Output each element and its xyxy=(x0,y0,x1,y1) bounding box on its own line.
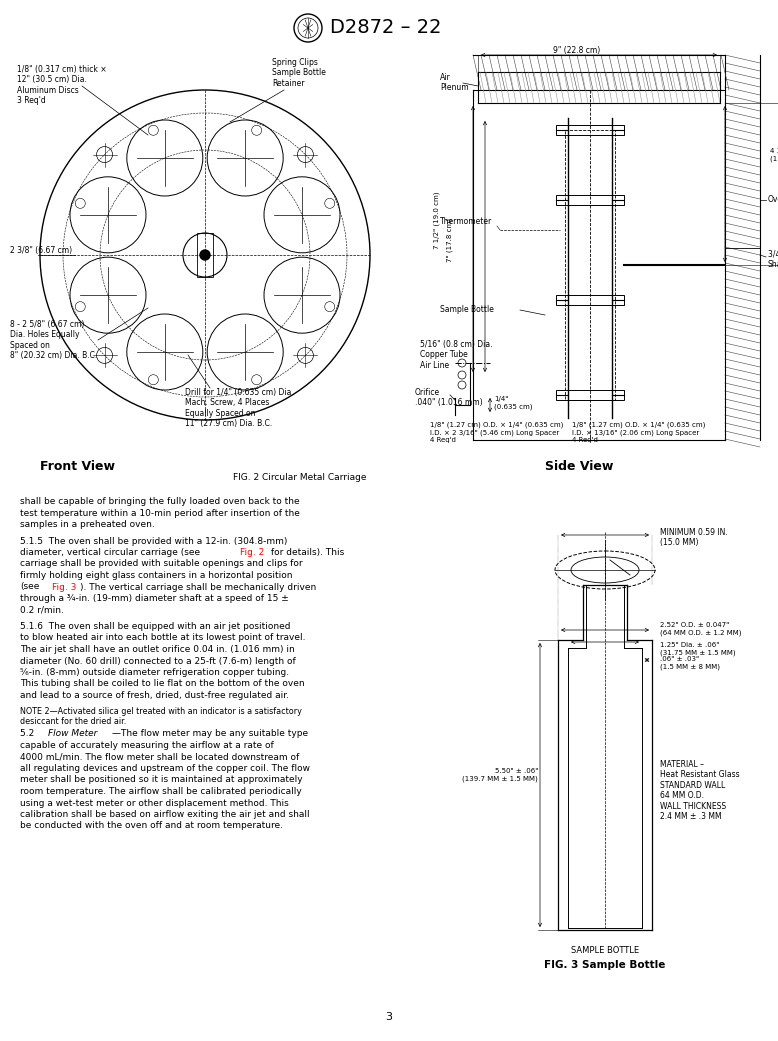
Text: MINIMUM 0.59 IN.
(15.0 MM): MINIMUM 0.59 IN. (15.0 MM) xyxy=(660,528,727,548)
Text: Fig. 3: Fig. 3 xyxy=(52,583,76,591)
Text: Fig. 2: Fig. 2 xyxy=(240,548,265,557)
Text: calibration shall be based on airflow exiting the air jet and shall: calibration shall be based on airflow ex… xyxy=(20,810,310,819)
Text: 1/8" (1.27 cm) O.D. × 1/4" (0.635 cm)
I.D. × 13/16" (2.06 cm) Long Spacer
4 Req': 1/8" (1.27 cm) O.D. × 1/4" (0.635 cm) I.… xyxy=(572,422,706,443)
Text: (see: (see xyxy=(20,583,40,591)
Text: 2.52" O.D. ± 0.047"
(64 MM O.D. ± 1.2 MM): 2.52" O.D. ± 0.047" (64 MM O.D. ± 1.2 MM… xyxy=(660,623,741,635)
Text: Spring Clips
Sample Bottle
Retainer: Spring Clips Sample Bottle Retainer xyxy=(272,58,326,87)
Text: diameter (No. 60 drill) connected to a 25-ft (7.6-m) length of: diameter (No. 60 drill) connected to a 2… xyxy=(20,657,296,665)
Text: Side View: Side View xyxy=(545,460,613,473)
Text: shall be capable of bringing the fully loaded oven back to the: shall be capable of bringing the fully l… xyxy=(20,497,300,506)
Text: —The flow meter may be any suitable type: —The flow meter may be any suitable type xyxy=(112,730,308,738)
Text: 7 1/2" (19.0 cm): 7 1/2" (19.0 cm) xyxy=(433,192,440,249)
Text: 2 3/8" (6.67 cm): 2 3/8" (6.67 cm) xyxy=(10,246,72,254)
Text: firmly holding eight glass containers in a horizontal position: firmly holding eight glass containers in… xyxy=(20,572,293,580)
Text: samples in a preheated oven.: samples in a preheated oven. xyxy=(20,520,155,529)
Bar xyxy=(565,130,615,400)
Text: Flow Meter: Flow Meter xyxy=(48,730,97,738)
Text: for details). This: for details). This xyxy=(268,548,344,557)
Text: and lead to a source of fresh, dried, dust-free regulated air.: and lead to a source of fresh, dried, du… xyxy=(20,691,289,700)
Text: MATERIAL –
Heat Resistant Glass
STANDARD WALL
64 MM O.D.
WALL THICKNESS
2.4 MM ±: MATERIAL – Heat Resistant Glass STANDARD… xyxy=(660,760,740,821)
Text: ⁵⁄₆-in. (8-mm) outside diameter refrigeration copper tubing.: ⁵⁄₆-in. (8-mm) outside diameter refriger… xyxy=(20,668,289,677)
Text: 5/16" (0.8 cm) Dia.
Copper Tube
Air Line: 5/16" (0.8 cm) Dia. Copper Tube Air Line xyxy=(420,340,492,370)
Text: 4000 mL/min. The flow meter shall be located downstream of: 4000 mL/min. The flow meter shall be loc… xyxy=(20,753,300,762)
Text: 1/4"
(0.635 cm): 1/4" (0.635 cm) xyxy=(494,397,532,410)
Text: 1.25" Dia. ± .06"
(31.75 MM ± 1.5 MM): 1.25" Dia. ± .06" (31.75 MM ± 1.5 MM) xyxy=(660,642,736,656)
Text: 7" (17.8 cm): 7" (17.8 cm) xyxy=(447,218,453,262)
Text: NOTE 2—Activated silica gel treated with an indicator is a satisfactory: NOTE 2—Activated silica gel treated with… xyxy=(20,708,302,716)
Text: room temperature. The airflow shall be calibrated periodically: room temperature. The airflow shall be c… xyxy=(20,787,302,796)
Text: Front View: Front View xyxy=(40,460,115,473)
Bar xyxy=(197,233,213,277)
Text: 0.2 r/min.: 0.2 r/min. xyxy=(20,606,64,614)
Text: 5.1.6  The oven shall be equipped with an air jet positioned: 5.1.6 The oven shall be equipped with an… xyxy=(20,623,290,631)
Text: Oven: Oven xyxy=(768,196,778,204)
Text: 3: 3 xyxy=(386,1012,392,1022)
Text: This tubing shall be coiled to lie flat on the bottom of the oven: This tubing shall be coiled to lie flat … xyxy=(20,680,305,688)
Text: to blow heated air into each bottle at its lowest point of travel.: to blow heated air into each bottle at i… xyxy=(20,634,306,642)
Text: 5.50" ± .06"
(139.7 MM ± 1.5 MM): 5.50" ± .06" (139.7 MM ± 1.5 MM) xyxy=(462,768,538,782)
Bar xyxy=(556,125,624,135)
Text: meter shall be positioned so it is maintained at approximately: meter shall be positioned so it is maint… xyxy=(20,776,303,785)
Text: 1/8" (0.317 cm) thick ×
12" (30.5 cm) Dia.
Aluminum Discs
3 Req'd: 1/8" (0.317 cm) thick × 12" (30.5 cm) Di… xyxy=(17,65,107,105)
Bar xyxy=(556,195,624,205)
Bar xyxy=(556,390,624,400)
Text: test temperature within a 10-min period after insertion of the: test temperature within a 10-min period … xyxy=(20,508,300,517)
Bar xyxy=(556,295,624,305)
Text: Sample Bottle: Sample Bottle xyxy=(440,305,494,314)
Text: 1/8" (1.27 cm) O.D. × 1/4" (0.635 cm)
I.D. × 2 3/16" (5.46 cm) Long Spacer
4 Req: 1/8" (1.27 cm) O.D. × 1/4" (0.635 cm) I.… xyxy=(430,422,563,443)
Text: 5.1.5  The oven shall be provided with a 12-in. (304.8-mm): 5.1.5 The oven shall be provided with a … xyxy=(20,536,287,545)
Text: The air jet shall have an outlet orifice 0.04 in. (1.016 mm) in: The air jet shall have an outlet orifice… xyxy=(20,645,295,654)
Text: 8 - 2 5/8" (6.67 cm)
Dia. Holes Equally
Spaced on
8" (20.32 cm) Dia. B.C.: 8 - 2 5/8" (6.67 cm) Dia. Holes Equally … xyxy=(10,320,97,360)
Text: Air
Plenum: Air Plenum xyxy=(440,73,468,93)
Text: 4 3/8"
(11.15 cm): 4 3/8" (11.15 cm) xyxy=(770,148,778,161)
Text: 9" (22.8 cm): 9" (22.8 cm) xyxy=(553,46,601,55)
Text: 3/4" (1.9 cm) Dia.
Shaft: 3/4" (1.9 cm) Dia. Shaft xyxy=(768,250,778,270)
Text: all regulating devices and upstream of the copper coil. The flow: all regulating devices and upstream of t… xyxy=(20,764,310,773)
Text: Thermometer: Thermometer xyxy=(440,217,492,226)
Text: desiccant for the dried air.: desiccant for the dried air. xyxy=(20,717,126,727)
Text: FIG. 2 Circular Metal Carriage: FIG. 2 Circular Metal Carriage xyxy=(233,473,366,482)
Text: be conducted with the oven off and at room temperature.: be conducted with the oven off and at ro… xyxy=(20,821,283,831)
Text: .06" ± .03"
(1.5 MM ± 8 MM): .06" ± .03" (1.5 MM ± 8 MM) xyxy=(660,656,720,669)
Text: D2872 – 22: D2872 – 22 xyxy=(330,18,441,37)
Text: SAMPLE BOTTLE: SAMPLE BOTTLE xyxy=(571,946,639,955)
Text: 5.2: 5.2 xyxy=(20,730,40,738)
Text: carriage shall be provided with suitable openings and clips for: carriage shall be provided with suitable… xyxy=(20,559,303,568)
Text: Drill for 1/4" (0.635 cm) Dia.
Mach. Screw, 4 Places
Equally Spaced on
11" (27.9: Drill for 1/4" (0.635 cm) Dia. Mach. Scr… xyxy=(185,388,294,428)
Text: ). The vertical carriage shall be mechanically driven: ). The vertical carriage shall be mechan… xyxy=(80,583,316,591)
Circle shape xyxy=(200,250,210,260)
Text: through a ¾-in. (19-mm) diameter shaft at a speed of 15 ±: through a ¾-in. (19-mm) diameter shaft a… xyxy=(20,594,289,603)
Text: diameter, vertical circular carriage (see: diameter, vertical circular carriage (se… xyxy=(20,548,200,557)
Text: capable of accurately measuring the airflow at a rate of: capable of accurately measuring the airf… xyxy=(20,741,274,750)
Text: Orifice
.040" (1.016 mm): Orifice .040" (1.016 mm) xyxy=(415,388,482,407)
Text: using a wet-test meter or other displacement method. This: using a wet-test meter or other displace… xyxy=(20,798,289,808)
Text: FIG. 3 Sample Bottle: FIG. 3 Sample Bottle xyxy=(545,960,666,970)
